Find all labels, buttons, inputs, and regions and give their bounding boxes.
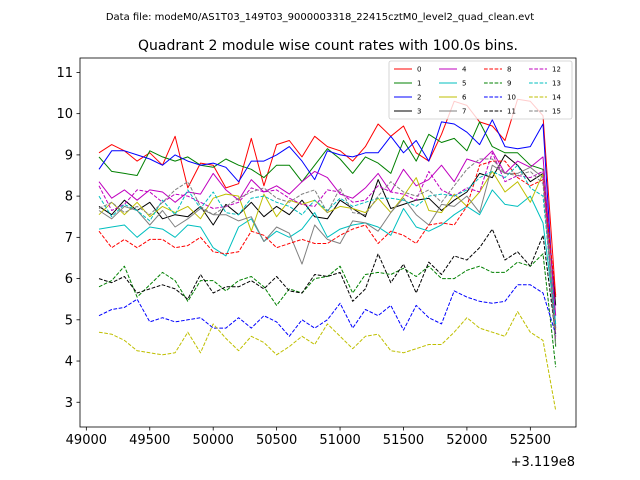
legend-label-12: 12 [552,66,561,74]
x-tick-label: 52500 [510,433,551,448]
legend-label-13: 13 [552,80,561,88]
x-tick-label: 49000 [66,433,107,448]
y-tick-label: 8 [65,190,73,205]
y-tick-label: 10 [56,107,73,122]
legend-box [388,60,573,120]
series-line-15 [98,158,557,345]
series-line-10 [98,284,557,337]
legend-label-1: 1 [417,80,421,88]
legend-label-7: 7 [462,108,466,116]
series-line-9 [98,253,557,368]
plot-area: 49000 49500 50000 50500 51000 51500 52000 52500… [56,57,577,448]
legend-label-8: 8 [507,66,511,74]
legend-label-10: 10 [507,94,516,102]
legend-label-6: 6 [462,94,467,102]
y-tick-label: 5 [65,313,73,328]
y-tick-label: 3 [65,396,73,411]
series-line-12 [98,152,557,341]
y-tick-label: 6 [65,272,73,287]
series-line-5 [98,189,557,324]
series-line-4 [98,150,557,316]
x-tick-label: 50000 [193,433,234,448]
series-line-2 [98,119,557,329]
legend-label-5: 5 [462,80,466,88]
chart-title: Quadrant 2 module wise count rates with … [138,38,518,54]
legend-label-2: 2 [417,94,421,102]
chart-suptitle: Data file: modeM0/AS1T03_149T03_90000033… [106,12,534,23]
series-line-8 [98,160,557,296]
legend-label-4: 4 [462,66,467,74]
legend-label-15: 15 [552,108,561,116]
series-line-13 [98,164,557,327]
legend-label-3: 3 [417,108,421,116]
y-tick-label: 4 [65,355,73,370]
series-line-14 [98,311,557,411]
x-tick-label: 51500 [383,433,424,448]
x-tick-label: 51000 [319,433,360,448]
legend-label-11: 11 [507,108,516,116]
legend-label-14: 14 [552,94,561,102]
x-offset-label: +3.119e8 [511,455,575,470]
y-tick-label: 9 [65,148,73,163]
series-line-1 [98,121,557,347]
axes-frame [79,57,577,428]
series-line-3 [98,154,557,306]
legend-label-0: 0 [417,66,421,74]
x-tick-label: 49500 [129,433,170,448]
series-line-11 [98,228,557,337]
series-line-7 [98,164,557,335]
legend-label-9: 9 [507,80,511,88]
x-tick-label: 52000 [446,433,487,448]
y-tick-label: 7 [65,231,73,246]
x-tick-label: 50500 [256,433,297,448]
y-tick-label: 11 [56,66,73,81]
